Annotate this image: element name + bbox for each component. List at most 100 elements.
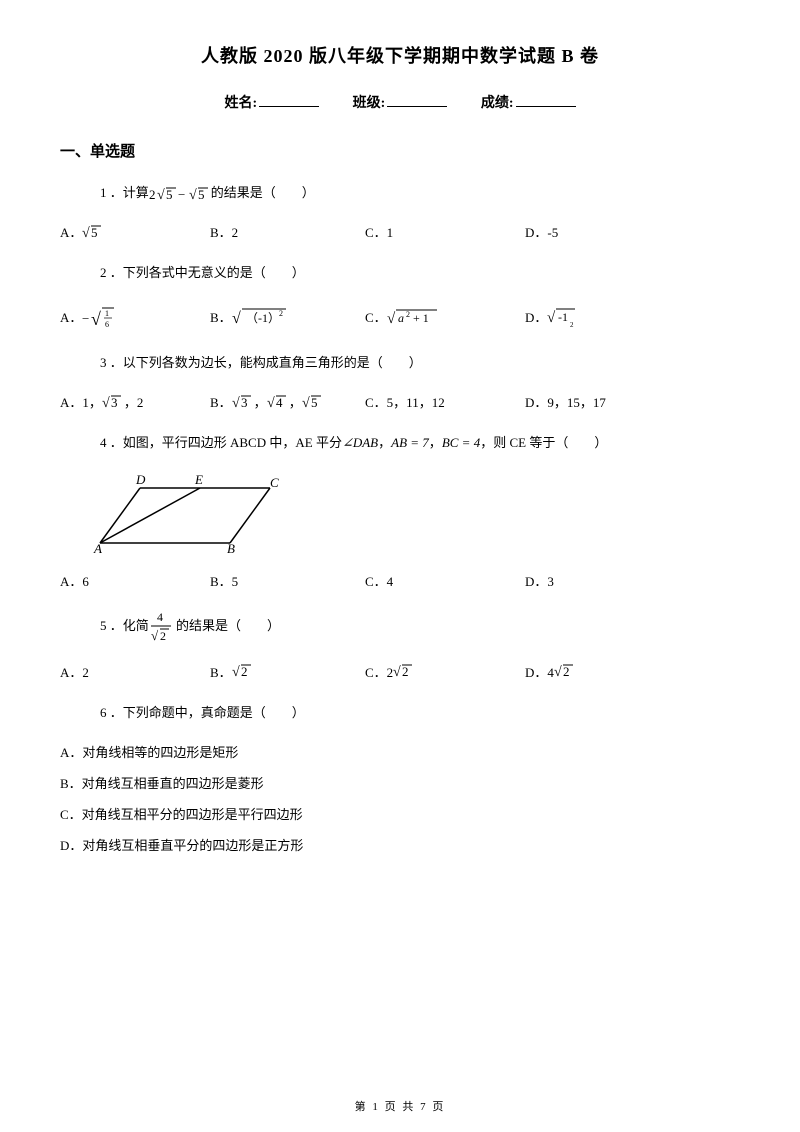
question-3: 3 ．以下列各数为边长，能构成直角三角形的是（ ） bbox=[100, 351, 740, 374]
svg-text:√: √ bbox=[102, 396, 110, 411]
svg-text:C: C bbox=[270, 475, 279, 490]
parallelogram-diagram: D E C A B bbox=[90, 473, 740, 557]
svg-text:√: √ bbox=[91, 309, 101, 329]
q6-opt-b: B．对角线互相垂直的四边形是菱形 bbox=[60, 773, 740, 792]
q4-m2: ， bbox=[429, 435, 442, 450]
svg-text:√: √ bbox=[267, 396, 275, 411]
sqrt2-c: √2 bbox=[393, 662, 415, 680]
q3-opt-c: C．5，11，12 bbox=[365, 392, 525, 411]
q5-opt-b: B．√2 bbox=[210, 662, 365, 681]
info-row: 姓名: 班级: 成绩: bbox=[60, 92, 740, 112]
q4-options: A．6 B．5 C．4 D．3 bbox=[60, 571, 740, 590]
sqrt-neg1-sub2: √-12 bbox=[547, 306, 577, 328]
svg-text:3: 3 bbox=[241, 395, 248, 410]
svg-text:a: a bbox=[398, 311, 404, 325]
class-blank bbox=[387, 93, 447, 107]
q5-c-pre: C．2 bbox=[365, 662, 393, 681]
q2-opt-c: C．√a2+ 1 bbox=[365, 307, 525, 327]
q4-ab: AB = 7 bbox=[391, 435, 429, 450]
svg-text:4: 4 bbox=[276, 395, 283, 410]
sqrt-neg1-sq: √（-1）2 bbox=[232, 306, 288, 328]
question-5: 5 ．化简4√2 的结果是（ ） bbox=[100, 610, 740, 644]
name-label: 姓名: bbox=[224, 96, 257, 111]
sqrt4: √4 bbox=[267, 393, 289, 411]
q3-a-pre: A．1， bbox=[60, 392, 102, 411]
q4-bc: BC = 4 bbox=[442, 435, 480, 450]
q5-b-label: B． bbox=[210, 662, 232, 681]
svg-text:√: √ bbox=[189, 188, 197, 203]
svg-text:√: √ bbox=[232, 665, 240, 680]
q2-b-label: B． bbox=[210, 307, 232, 326]
q4-post: ，则 CE 等于（ ） bbox=[480, 435, 607, 450]
q3-opt-a: A．1，√3 ，2 bbox=[60, 392, 210, 411]
svg-text:√: √ bbox=[554, 665, 562, 680]
sqrt5b: √5 bbox=[302, 393, 324, 411]
svg-text:√: √ bbox=[302, 396, 310, 411]
svg-text:2: 2 bbox=[570, 321, 574, 328]
svg-text:2: 2 bbox=[149, 187, 156, 202]
page-footer: 第 1 页 共 7 页 bbox=[0, 1098, 800, 1114]
q1-opt-c: C．1 bbox=[365, 222, 525, 241]
q6-options: A．对角线相等的四边形是矩形 B．对角线互相垂直的四边形是菱形 C．对角线互相平… bbox=[60, 742, 740, 854]
svg-text:5: 5 bbox=[198, 187, 205, 202]
svg-text:6: 6 bbox=[105, 320, 109, 329]
question-2: 2 ．下列各式中无意义的是（ ） bbox=[100, 261, 740, 284]
svg-text:−: − bbox=[82, 311, 89, 326]
q4-pre: 4 ．如图，平行四边形 ABCD 中，AE 平分 bbox=[100, 435, 342, 450]
q3-b-sep2: ， bbox=[289, 392, 302, 411]
svg-text:√: √ bbox=[82, 226, 90, 241]
frac-4-sqrt2: 4√2 bbox=[149, 610, 173, 644]
question-6: 6 ．下列命题中，真命题是（ ） bbox=[100, 701, 740, 724]
q5-d-pre: D．4 bbox=[525, 662, 554, 681]
svg-text:2: 2 bbox=[160, 629, 166, 643]
q4-angle: ∠DAB bbox=[342, 435, 378, 450]
q4-m1: ， bbox=[378, 435, 391, 450]
svg-text:2: 2 bbox=[241, 664, 248, 679]
q2-opt-b: B．√（-1）2 bbox=[210, 306, 365, 328]
sqrt3b: √3 bbox=[232, 393, 254, 411]
q1-opt-d: D．-5 bbox=[525, 222, 558, 241]
svg-text:5: 5 bbox=[91, 225, 98, 240]
q1-options: A．√5 B．2 C．1 D．-5 bbox=[60, 222, 740, 241]
q1-a-label: A． bbox=[60, 222, 82, 241]
q3-options: A．1，√3，2 B．√3，√4，√5 C．5，11，12 D．9，15，17 bbox=[60, 392, 740, 411]
q4-opt-c: C．4 bbox=[365, 571, 525, 590]
q3-opt-d: D．9，15，17 bbox=[525, 392, 606, 411]
svg-text:2: 2 bbox=[402, 664, 409, 679]
svg-text:+ 1: + 1 bbox=[413, 311, 429, 325]
svg-text:B: B bbox=[227, 541, 235, 553]
question-1: 1 ．计算2√5−√5的结果是（ ） bbox=[100, 181, 740, 204]
svg-text:3: 3 bbox=[111, 395, 118, 410]
q2-c-label: C． bbox=[365, 307, 387, 326]
q3-b-label: B． bbox=[210, 392, 232, 411]
q1-post: 的结果是（ ） bbox=[211, 185, 315, 200]
svg-text:√: √ bbox=[387, 311, 396, 327]
q3-a-post: ，2 bbox=[124, 392, 144, 411]
q3-b-sep1: ， bbox=[254, 392, 267, 411]
q3-opt-b: B．√3，√4，√5 bbox=[210, 392, 365, 411]
score-blank bbox=[516, 93, 576, 107]
q1-opt-a: A．√5 bbox=[60, 222, 210, 241]
svg-text:5: 5 bbox=[166, 187, 173, 202]
svg-text:√: √ bbox=[547, 310, 556, 326]
page-title: 人教版 2020 版八年级下学期期中数学试题 B 卷 bbox=[60, 42, 740, 68]
q2-opt-d: D．√-12 bbox=[525, 306, 577, 328]
svg-text:2: 2 bbox=[406, 310, 410, 319]
q4-opt-b: B．5 bbox=[210, 571, 365, 590]
q5-pre: 5 ．化简 bbox=[100, 618, 149, 633]
q4-opt-d: D．3 bbox=[525, 571, 554, 590]
class-label: 班级: bbox=[353, 96, 386, 111]
question-4: 4 ．如图，平行四边形 ABCD 中，AE 平分∠DAB，AB = 7，BC =… bbox=[100, 431, 740, 454]
svg-text:2: 2 bbox=[563, 664, 570, 679]
sqrt-a2-plus-1: √a2+ 1 bbox=[387, 307, 439, 327]
q5-options: A．2 B．√2 C．2√2 D．4√2 bbox=[60, 662, 740, 681]
q5-opt-a: A．2 bbox=[60, 662, 210, 681]
svg-text:−: − bbox=[178, 187, 185, 202]
svg-text:1: 1 bbox=[105, 309, 109, 318]
neg-sqrt-1-6: −√ 1 6 bbox=[82, 303, 116, 331]
svg-text:A: A bbox=[93, 541, 102, 553]
svg-text:-1: -1 bbox=[558, 310, 568, 324]
q5-opt-d: D．4√2 bbox=[525, 662, 576, 681]
q2-a-label: A． bbox=[60, 307, 82, 326]
svg-text:（-1）: （-1） bbox=[246, 311, 280, 325]
